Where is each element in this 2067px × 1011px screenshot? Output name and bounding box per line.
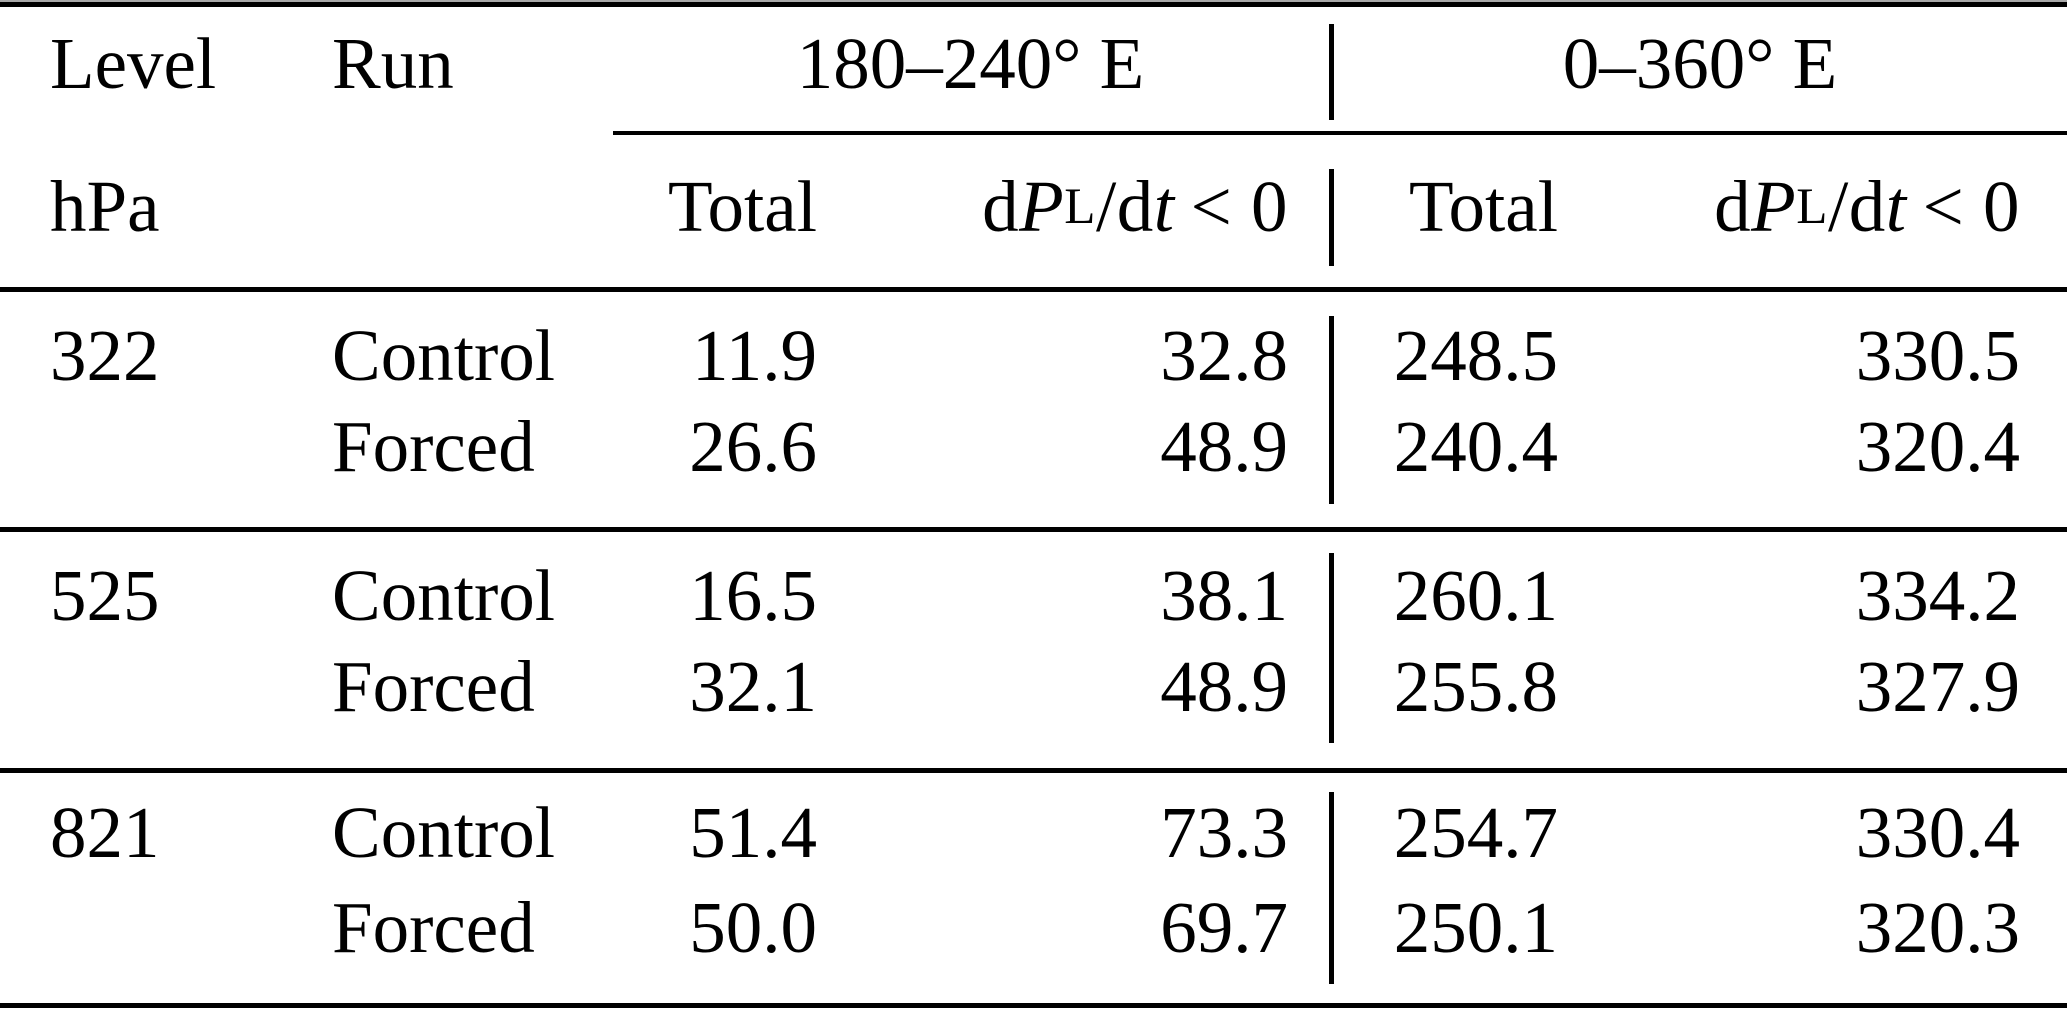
formula-less-than-zero: < 0	[1190, 166, 1288, 247]
group-header-0-360e: 0–360° E	[1562, 23, 1838, 104]
cell-value: 330.4	[1855, 792, 2020, 873]
band-separator-rule-2	[0, 768, 2067, 773]
cell-run: Control	[332, 315, 556, 396]
cell-value: 26.6	[689, 406, 817, 487]
cell-value: 260.1	[1393, 555, 1558, 636]
formula-t: t	[1153, 166, 1175, 247]
column-header-unit-hpa: hPa	[50, 166, 160, 247]
cell-value: 48.9	[1160, 406, 1288, 487]
cell-value: 16.5	[689, 555, 817, 636]
column-header-run: Run	[332, 23, 454, 104]
formula-slash-d: /d	[1095, 166, 1154, 247]
table-row: 525 Control 16.5 38.1 260.1 334.2	[0, 551, 2067, 641]
cell-value: 51.4	[689, 792, 817, 873]
group-divider-band-2	[1329, 553, 1334, 743]
table-top-edge-line	[0, 0, 2067, 2]
cell-run: Control	[332, 555, 556, 636]
header-row-2: hPa Total d P L/d t < 0 Total d P L/d t < 0	[0, 162, 2067, 252]
cell-value: 327.9	[1855, 646, 2020, 727]
table-row: 821 Control 51.4 73.3 254.7 330.4	[0, 788, 2067, 878]
table-bottom-rule	[0, 1003, 2067, 1008]
subheader-total-1: Total	[668, 166, 817, 247]
group-divider-subheader	[1329, 169, 1334, 266]
cell-value: 254.7	[1393, 792, 1558, 873]
header-bottom-rule	[0, 287, 2067, 292]
group-divider-header	[1329, 24, 1334, 120]
cell-value: 38.1	[1160, 555, 1288, 636]
subheader-formula-2: d P L/d t < 0	[1714, 166, 2020, 247]
group-divider-band-1	[1329, 316, 1334, 504]
subheader-formula-1: d P L/d t < 0	[982, 166, 1288, 247]
formula-less-than-zero: < 0	[1922, 166, 2020, 247]
cell-value: 334.2	[1855, 555, 2020, 636]
group-divider-band-3	[1329, 792, 1334, 984]
column-header-level: Level	[50, 23, 217, 104]
cell-run: Control	[332, 792, 556, 873]
cell-value: 73.3	[1160, 792, 1288, 873]
cell-value: 50.0	[689, 887, 817, 968]
band-separator-rule-1	[0, 527, 2067, 532]
cell-value: 248.5	[1393, 315, 1558, 396]
cell-level: 322	[50, 315, 160, 396]
formula-t: t	[1885, 166, 1907, 247]
table-row: Forced 26.6 48.9 240.4 320.4	[0, 402, 2067, 492]
table-row: Forced 32.1 48.9 255.8 327.9	[0, 642, 2067, 732]
cell-run: Forced	[332, 887, 535, 968]
cell-value: 320.4	[1855, 406, 2020, 487]
table-row: 322 Control 11.9 32.8 248.5 330.5	[0, 311, 2067, 401]
table-top-rule	[0, 2, 2067, 7]
formula-P: P	[1019, 166, 1065, 247]
cell-value: 48.9	[1160, 646, 1288, 727]
header-row-1: Level Run 180–240° E 0–360° E	[0, 19, 2067, 109]
cell-value: 320.3	[1855, 887, 2020, 968]
cell-value: 32.1	[689, 646, 817, 727]
cell-value: 240.4	[1393, 406, 1558, 487]
cell-level: 525	[50, 555, 160, 636]
subheader-total-2: Total	[1409, 166, 1558, 247]
cell-value: 255.8	[1393, 646, 1558, 727]
table-row: Forced 50.0 69.7 250.1 320.3	[0, 883, 2067, 973]
cell-value: 11.9	[691, 315, 817, 396]
cell-run: Forced	[332, 406, 535, 487]
formula-d: d	[982, 166, 1020, 247]
cell-run: Forced	[332, 646, 535, 727]
formula-d: d	[1714, 166, 1752, 247]
group-header-180-240e: 180–240° E	[796, 23, 1145, 104]
cell-level: 821	[50, 792, 160, 873]
cell-value: 250.1	[1393, 887, 1558, 968]
formula-P: P	[1751, 166, 1797, 247]
group-header-underline	[613, 131, 2067, 135]
cell-value: 69.7	[1160, 887, 1288, 968]
cell-value: 32.8	[1160, 315, 1288, 396]
formula-slash-d: /d	[1827, 166, 1886, 247]
cell-value: 330.5	[1855, 315, 2020, 396]
